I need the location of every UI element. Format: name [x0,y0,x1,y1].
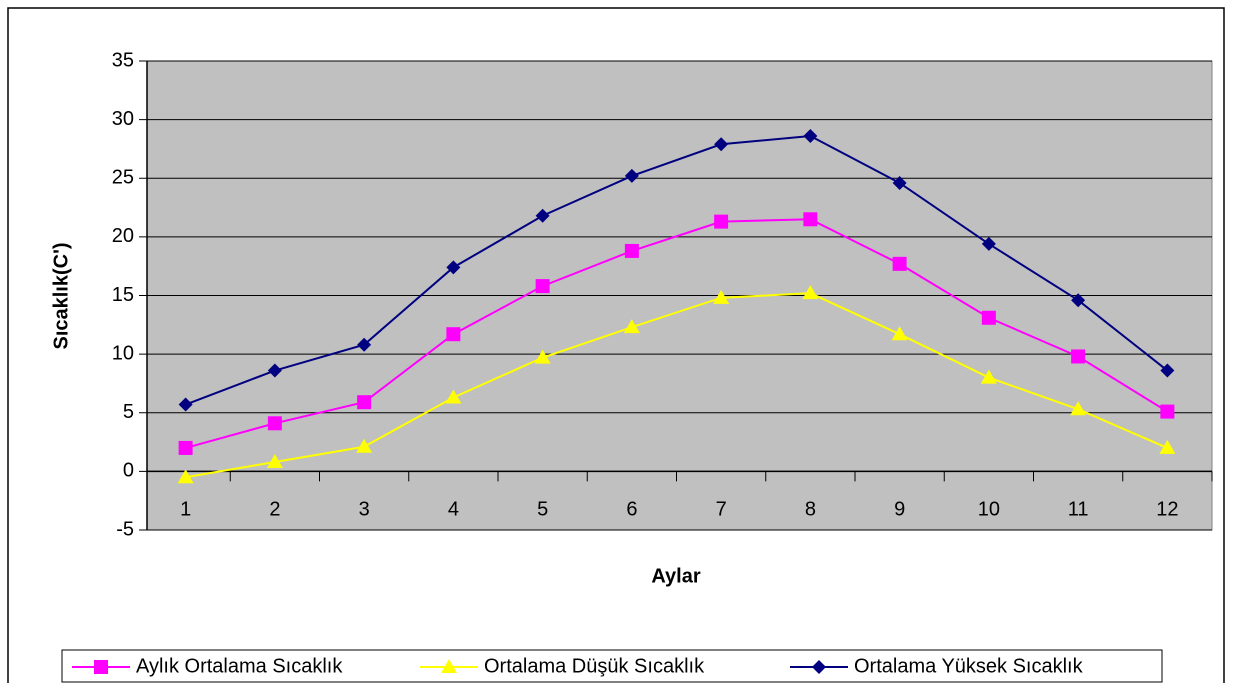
y-tick-label: 35 [112,49,134,71]
legend-label: Aylık Ortalama Sıcaklık [136,655,343,677]
marker [802,285,819,300]
series-line [185,135,1168,406]
marker [267,416,282,431]
marker [892,256,907,271]
marker [94,660,108,674]
y-tick-label: 20 [112,225,134,247]
y-tick-label: 15 [112,284,134,306]
y-tick-label: 25 [112,167,134,189]
y-tick-label: 0 [123,460,134,482]
x-tick-label: 3 [359,498,370,520]
x-tick-label: 12 [1156,498,1178,520]
marker [1160,363,1175,378]
marker [178,397,193,412]
marker [1071,349,1086,364]
y-tick-label: 10 [112,342,134,364]
marker [714,137,729,152]
marker [535,279,550,294]
marker [891,326,908,341]
marker [1160,404,1175,419]
x-tick-label: 1 [180,498,191,520]
marker [981,236,996,251]
x-tick-label: 8 [805,498,816,520]
marker [981,310,996,325]
marker [812,660,826,674]
marker [1071,293,1086,308]
marker [980,369,997,384]
x-tick-label: 5 [537,498,548,520]
x-tick-label: 6 [626,498,637,520]
legend-label: Ortalama Düşük Sıcaklık [484,655,705,677]
marker [534,349,551,364]
y-axis-title: Sıcaklık(C') [50,242,72,349]
marker [357,337,372,352]
y-tick-label: 30 [112,108,134,130]
x-tick-label: 4 [448,498,459,520]
marker [178,440,193,455]
marker [535,208,550,223]
marker [623,319,640,334]
marker [445,389,462,404]
marker [1159,439,1176,454]
y-tick-label: -5 [116,518,134,540]
x-tick-label: 11 [1068,498,1089,520]
marker [446,260,461,275]
series-line [185,218,1168,449]
x-tick-label: 7 [716,498,727,520]
marker [446,327,461,342]
marker [803,212,818,227]
x-tick-label: 10 [978,498,1000,520]
marker [266,453,283,468]
legend-label: Ortalama Yüksek Sıcaklık [854,655,1084,677]
marker [803,129,818,144]
marker [177,469,194,484]
marker [1070,401,1087,416]
marker [267,363,282,378]
y-tick-label: 5 [123,401,134,423]
marker [713,289,730,304]
marker [624,243,639,258]
marker [714,214,729,229]
x-axis-title: Aylar [651,565,701,587]
x-tick-label: 9 [894,498,905,520]
legend-box [61,649,1163,683]
marker [356,438,373,453]
marker [441,659,457,673]
series-line [185,292,1168,479]
marker [357,395,372,410]
x-tick-label: 2 [269,498,280,520]
marker [624,168,639,183]
marker [892,175,907,190]
